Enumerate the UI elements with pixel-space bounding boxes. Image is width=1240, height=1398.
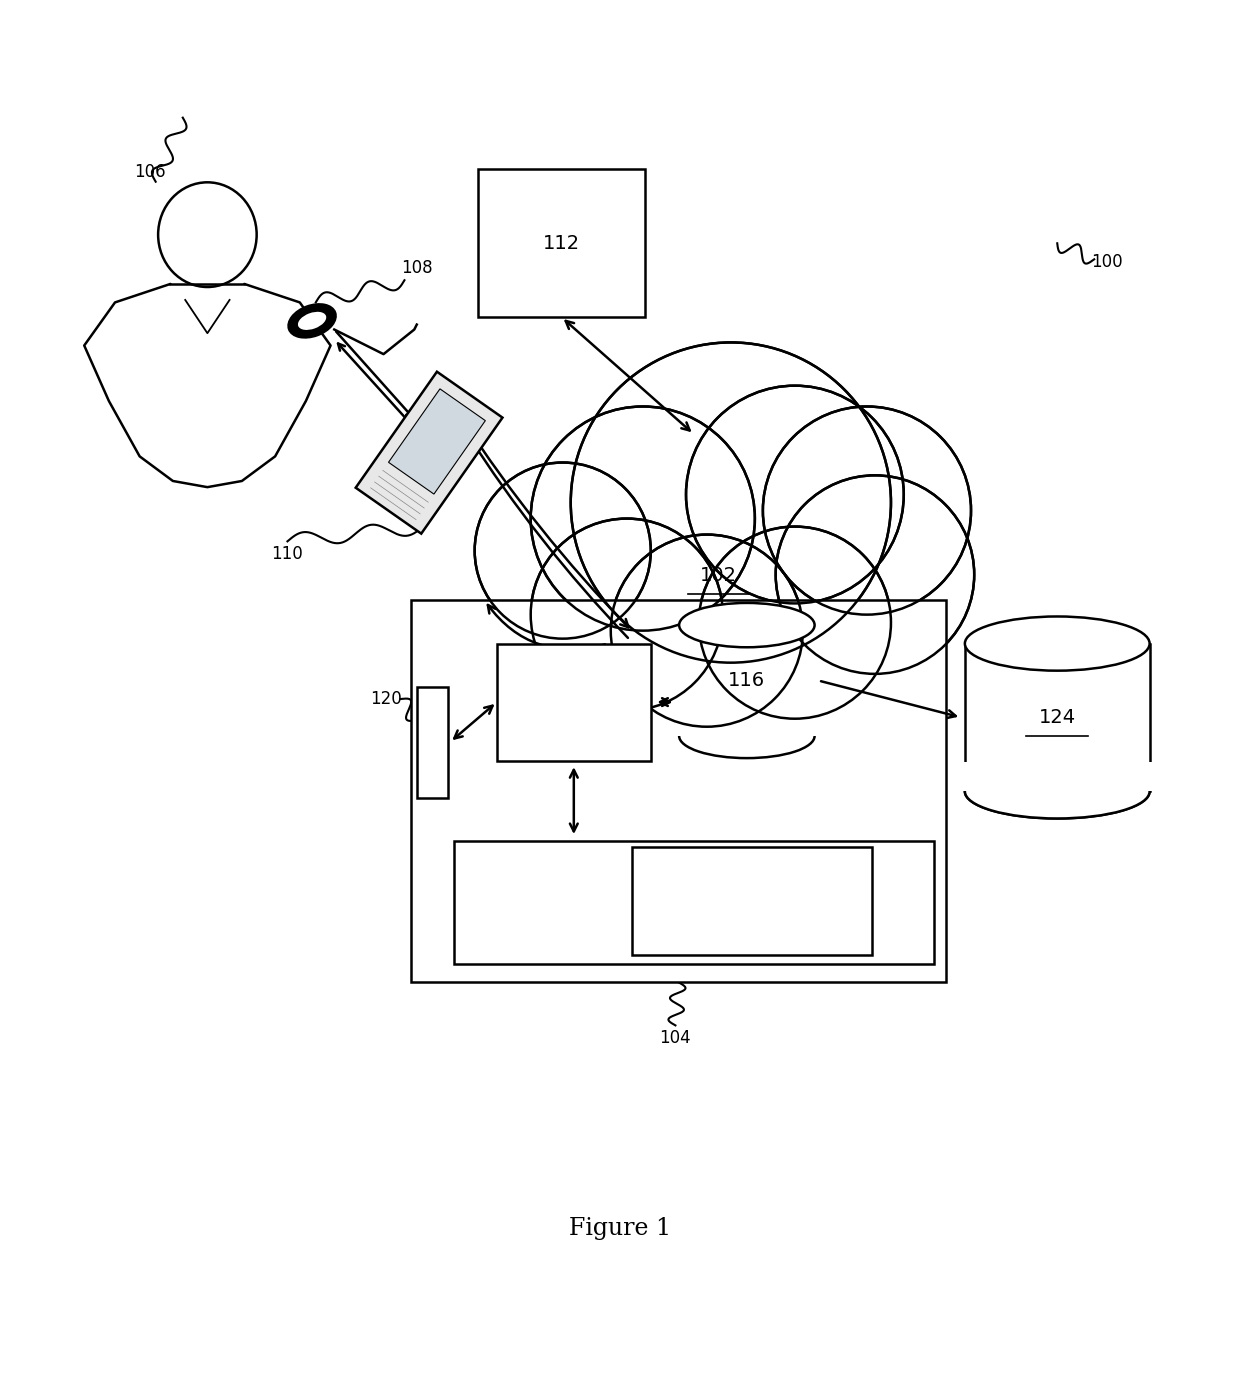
Circle shape — [531, 407, 755, 630]
Ellipse shape — [965, 617, 1149, 671]
Text: 104: 104 — [660, 1029, 691, 1047]
Text: 112: 112 — [543, 233, 580, 253]
Text: 116: 116 — [728, 671, 765, 691]
Polygon shape — [677, 712, 817, 735]
Text: Figure 1: Figure 1 — [569, 1218, 671, 1240]
Circle shape — [611, 534, 804, 727]
FancyBboxPatch shape — [632, 847, 873, 955]
Circle shape — [570, 343, 892, 663]
FancyBboxPatch shape — [454, 840, 934, 963]
Text: 112: 112 — [734, 892, 771, 910]
FancyBboxPatch shape — [417, 686, 448, 797]
Polygon shape — [962, 762, 1152, 791]
Ellipse shape — [289, 305, 336, 338]
Ellipse shape — [965, 765, 1149, 818]
Polygon shape — [391, 408, 1048, 717]
Ellipse shape — [680, 603, 815, 647]
Circle shape — [776, 475, 975, 674]
Text: 102: 102 — [701, 566, 737, 586]
Text: 118: 118 — [521, 893, 558, 911]
Circle shape — [686, 386, 904, 604]
Circle shape — [763, 407, 971, 615]
Text: 106: 106 — [134, 162, 165, 180]
FancyBboxPatch shape — [497, 643, 651, 761]
Ellipse shape — [298, 312, 326, 330]
Polygon shape — [356, 372, 502, 534]
Ellipse shape — [680, 714, 815, 758]
Circle shape — [531, 519, 723, 710]
Circle shape — [475, 463, 651, 639]
Text: 108: 108 — [401, 259, 433, 277]
Text: 114: 114 — [556, 692, 593, 712]
Text: 120: 120 — [370, 691, 402, 707]
FancyBboxPatch shape — [410, 601, 946, 983]
Polygon shape — [388, 389, 485, 493]
Text: 100: 100 — [1091, 253, 1122, 271]
Text: 124: 124 — [1039, 707, 1076, 727]
Circle shape — [699, 527, 892, 719]
Text: 110: 110 — [272, 545, 304, 562]
FancyBboxPatch shape — [479, 169, 645, 317]
